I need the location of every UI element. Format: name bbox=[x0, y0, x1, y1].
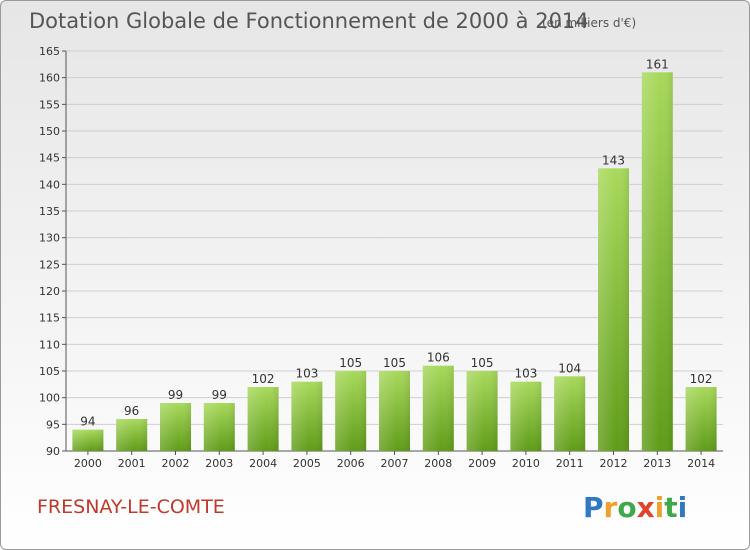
logo-letter: o bbox=[617, 491, 637, 524]
x-tick-label: 2004 bbox=[249, 457, 277, 470]
y-tick-label: 140 bbox=[39, 178, 60, 191]
y-tick-label: 90 bbox=[46, 445, 60, 458]
y-tick-label: 95 bbox=[46, 418, 60, 431]
bar-shade bbox=[335, 371, 367, 451]
bar-shade bbox=[466, 371, 498, 451]
logo-letter: P bbox=[583, 491, 604, 524]
data-label: 99 bbox=[212, 388, 227, 402]
proxiti-logo: Proxiti bbox=[583, 491, 687, 524]
data-label: 102 bbox=[690, 372, 713, 386]
x-tick-label: 2008 bbox=[424, 457, 452, 470]
y-tick-label: 145 bbox=[39, 152, 60, 165]
y-tick-label: 160 bbox=[39, 72, 60, 85]
logo-letter: r bbox=[603, 491, 618, 524]
chart-title: Dotation Globale de Fonctionnement de 20… bbox=[29, 9, 589, 33]
data-label: 105 bbox=[339, 356, 362, 370]
bar-shade bbox=[379, 371, 410, 451]
x-tick-label: 2005 bbox=[293, 457, 321, 470]
y-tick-label: 120 bbox=[39, 285, 60, 298]
bar-shade bbox=[72, 429, 104, 451]
x-tick-label: 2002 bbox=[162, 457, 190, 470]
bar-shade bbox=[291, 381, 323, 451]
x-tick-label: 2006 bbox=[337, 457, 365, 470]
x-tick-label: 2013 bbox=[643, 457, 671, 470]
bar-shade bbox=[598, 168, 629, 452]
y-tick-label: 135 bbox=[39, 205, 60, 218]
bar-shade bbox=[422, 365, 454, 451]
data-label: 102 bbox=[252, 372, 275, 386]
data-label: 105 bbox=[471, 356, 494, 370]
bar-shade bbox=[203, 403, 235, 451]
logo-letter: x bbox=[636, 491, 655, 524]
x-tick-label: 2010 bbox=[512, 457, 540, 470]
y-tick-label: 130 bbox=[39, 232, 60, 245]
data-label: 103 bbox=[514, 367, 537, 381]
data-label: 105 bbox=[383, 356, 406, 370]
logo-letter: t bbox=[664, 491, 678, 524]
bar-shade bbox=[510, 381, 542, 451]
bar-shade bbox=[160, 403, 191, 451]
x-tick-label: 2011 bbox=[556, 457, 584, 470]
chart-subtitle: (en milliers d'€) bbox=[542, 16, 637, 30]
x-tick-label: 2014 bbox=[687, 457, 715, 470]
data-label: 106 bbox=[427, 351, 450, 365]
bars bbox=[72, 72, 717, 452]
bar-shade bbox=[116, 419, 148, 451]
bar-shade bbox=[247, 387, 279, 451]
logo-letter: i bbox=[677, 491, 688, 524]
data-label: 103 bbox=[295, 367, 318, 381]
commune-name: FRESNAY-LE-COMTE bbox=[37, 496, 225, 518]
x-tick-label: 2007 bbox=[381, 457, 409, 470]
y-tick-label: 100 bbox=[39, 392, 60, 405]
x-tick-label: 2012 bbox=[600, 457, 628, 470]
data-label: 104 bbox=[558, 361, 581, 375]
y-tick-label: 115 bbox=[39, 312, 60, 325]
x-tick-label: 2003 bbox=[205, 457, 233, 470]
y-tick-label: 155 bbox=[39, 98, 60, 111]
data-label: 99 bbox=[168, 388, 183, 402]
x-tick-label: 2000 bbox=[74, 457, 102, 470]
y-tick-label: 125 bbox=[39, 258, 60, 271]
data-label: 96 bbox=[124, 404, 139, 418]
bar-shade bbox=[641, 72, 673, 451]
logo-letter: i bbox=[654, 491, 665, 524]
data-label: 143 bbox=[602, 153, 625, 167]
x-tick-label: 2001 bbox=[118, 457, 146, 470]
y-tick-label: 150 bbox=[39, 125, 60, 138]
data-label: 161 bbox=[646, 57, 669, 71]
y-tick-label: 165 bbox=[39, 45, 60, 58]
y-tick-label: 105 bbox=[39, 365, 60, 378]
bar-shade bbox=[685, 387, 717, 451]
bar-shade bbox=[554, 376, 586, 451]
x-tick-label: 2009 bbox=[468, 457, 496, 470]
data-labels: 94 96 99 99 102 103 105 105 106 105 103 104 143 161 10… bbox=[80, 57, 712, 428]
data-label: 94 bbox=[80, 415, 95, 429]
y-tick-label: 110 bbox=[39, 338, 60, 351]
